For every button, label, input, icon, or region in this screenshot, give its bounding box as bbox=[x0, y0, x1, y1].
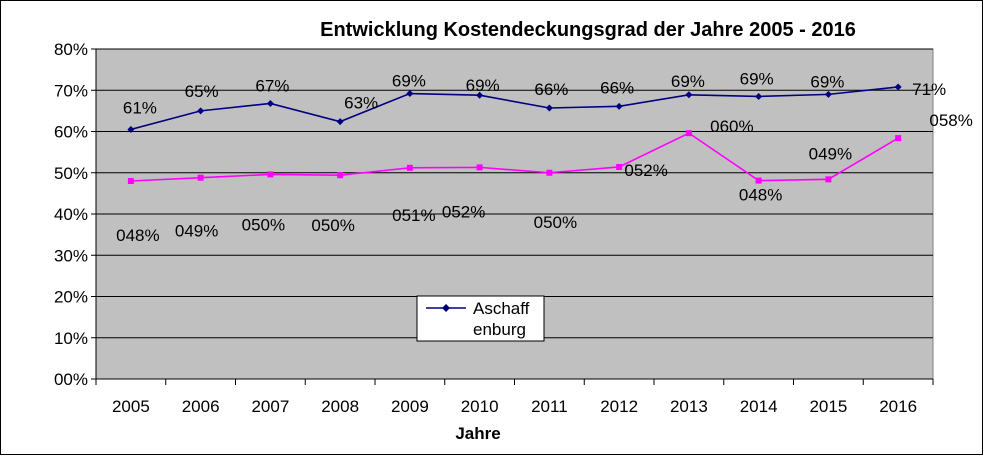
data-label: 63% bbox=[344, 94, 378, 113]
data-label: 049% bbox=[809, 144, 852, 163]
series-line bbox=[130, 132, 899, 182]
y-tick-label: 10% bbox=[54, 329, 88, 348]
data-label: 66% bbox=[534, 80, 568, 99]
x-tick-label: 2007 bbox=[251, 397, 289, 416]
data-label: 058% bbox=[929, 111, 972, 130]
x-tick-label: 2014 bbox=[740, 397, 778, 416]
data-label: 66% bbox=[600, 78, 634, 97]
x-tick-label: 2008 bbox=[321, 397, 359, 416]
data-point-diamond bbox=[755, 92, 763, 100]
data-point-diamond bbox=[894, 83, 902, 91]
data-point-square bbox=[197, 174, 204, 181]
data-point-diamond bbox=[197, 107, 205, 115]
data-point-diamond bbox=[266, 99, 274, 107]
x-tick-label: 2005 bbox=[112, 397, 150, 416]
data-label: 052% bbox=[442, 202, 485, 221]
data-label: 049% bbox=[175, 222, 218, 241]
legend-box bbox=[416, 295, 545, 342]
data-point-square bbox=[267, 171, 274, 178]
data-label: 050% bbox=[311, 216, 354, 235]
y-axis-ticks: 00% 10% 20% 30% 40% 50% 60% 70% 80% bbox=[54, 40, 88, 389]
x-tick-label: 2006 bbox=[182, 397, 220, 416]
data-point-square bbox=[546, 169, 553, 176]
data-point-diamond bbox=[406, 90, 414, 98]
data-point-diamond bbox=[685, 91, 693, 99]
y-tick-label: 40% bbox=[54, 205, 88, 224]
data-point-diamond bbox=[336, 118, 344, 126]
chart-title: Entwicklung Kostendeckungsgrad der Jahre… bbox=[320, 19, 856, 41]
y-tick-label: 20% bbox=[54, 288, 88, 307]
data-point-square bbox=[825, 176, 832, 183]
data-label: 65% bbox=[185, 82, 219, 101]
data-point-square bbox=[127, 178, 134, 184]
data-point-diamond bbox=[127, 125, 135, 133]
legend: Aschaff enburg bbox=[416, 295, 545, 342]
x-tick-label: 2012 bbox=[600, 397, 638, 416]
x-tick-label: 2010 bbox=[461, 397, 499, 416]
data-point-square bbox=[895, 135, 902, 142]
axes bbox=[91, 48, 934, 385]
data-label: 048% bbox=[739, 186, 782, 205]
data-label: 050% bbox=[242, 215, 285, 234]
data-point-square bbox=[755, 177, 762, 184]
grid-lines bbox=[96, 48, 933, 339]
x-axis-title: Jahre bbox=[455, 424, 500, 443]
y-tick-label: 60% bbox=[54, 123, 88, 142]
data-label: 67% bbox=[255, 76, 289, 95]
data-point-square bbox=[616, 163, 623, 170]
x-tick-label: 2009 bbox=[391, 397, 429, 416]
data-label: 69% bbox=[466, 76, 500, 95]
data-label: 61% bbox=[123, 98, 157, 117]
y-tick-label: 80% bbox=[54, 40, 88, 59]
y-tick-label: 70% bbox=[54, 81, 88, 100]
data-point-square bbox=[685, 130, 692, 137]
series-line bbox=[130, 86, 899, 131]
x-tick-label: 2011 bbox=[531, 397, 568, 416]
y-tick-label: 00% bbox=[54, 370, 88, 389]
legend-label-line1: Aschaff bbox=[473, 299, 530, 318]
data-point-diamond bbox=[824, 90, 832, 98]
data-label: 060% bbox=[710, 117, 753, 136]
data-label: 048% bbox=[116, 226, 159, 245]
data-label: 051% bbox=[392, 206, 435, 225]
data-label: 71% bbox=[912, 80, 946, 99]
y-tick-label: 50% bbox=[54, 164, 88, 183]
data-label: 69% bbox=[671, 72, 705, 91]
data-point-square bbox=[476, 164, 483, 171]
data-point-diamond bbox=[545, 104, 553, 112]
data-label: 69% bbox=[392, 72, 426, 91]
data-labels: 61% 65% 67% 63% 69% 69% 66% 66% 69% 69% 69% 71% 048%… bbox=[116, 69, 973, 245]
data-label: 69% bbox=[810, 72, 844, 91]
data-label: 050% bbox=[534, 213, 577, 232]
x-tick-label: 2013 bbox=[670, 397, 708, 416]
data-point-square bbox=[406, 164, 413, 171]
series bbox=[127, 83, 902, 184]
data-point-diamond bbox=[615, 102, 623, 110]
legend-diamond-marker bbox=[442, 304, 450, 312]
data-label: 052% bbox=[624, 161, 667, 180]
x-tick-label: 2015 bbox=[809, 397, 847, 416]
data-point-diamond bbox=[476, 91, 484, 99]
legend-label-line2: enburg bbox=[473, 320, 526, 339]
data-label: 69% bbox=[740, 69, 774, 88]
x-axis-ticks: 2005 2006 2007 2008 2009 2010 2011 2012 2013 2014… bbox=[112, 397, 917, 416]
x-tick-label: 2016 bbox=[879, 397, 917, 416]
data-point-square bbox=[337, 172, 344, 179]
y-tick-label: 30% bbox=[54, 246, 88, 265]
